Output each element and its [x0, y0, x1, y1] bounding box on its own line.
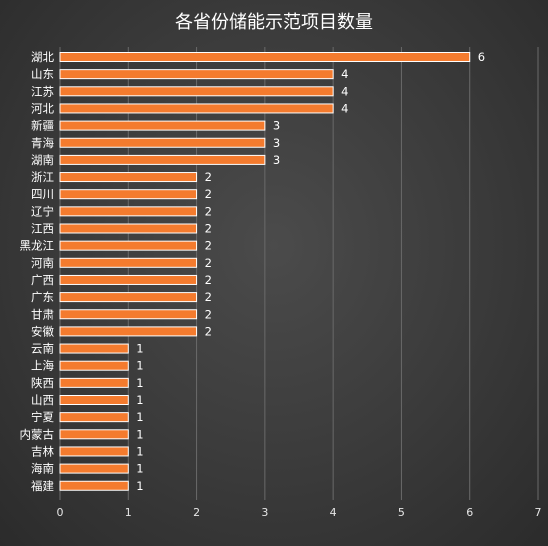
data-label: 1: [136, 462, 143, 476]
data-label: 2: [205, 273, 212, 287]
bar: [59, 343, 129, 354]
data-label: 4: [341, 84, 348, 98]
bar: [59, 137, 266, 148]
category-label: 安徽: [31, 324, 54, 338]
bars: [59, 52, 471, 491]
x-axis-ticks: 0 1 2 3 4 5 6 7: [57, 506, 542, 519]
category-label: 广西: [31, 273, 54, 287]
data-label: 1: [136, 479, 143, 493]
category-label: 陕西: [31, 376, 54, 390]
data-label: 2: [205, 222, 212, 236]
chart-title: 各省份储能示范项目数量: [175, 12, 373, 33]
bar: [59, 309, 198, 320]
bar: [59, 189, 198, 200]
bar: [59, 395, 129, 405]
x-tick-label: 2: [193, 506, 200, 519]
category-label: 吉林: [31, 444, 54, 458]
bar: [59, 463, 129, 474]
data-label: 2: [205, 239, 212, 253]
bar: [59, 412, 129, 423]
category-labels: 湖北山东江苏河北新疆青海湖南浙江四川辽宁江西黑龙江河南广西广东甘肃安徽云南上海陕…: [20, 50, 55, 493]
data-label: 3: [273, 119, 280, 133]
category-label: 黑龙江: [20, 239, 55, 253]
category-label: 福建: [31, 479, 54, 493]
x-tick-label: 5: [398, 506, 405, 519]
bar: [59, 326, 198, 337]
data-label: 1: [136, 342, 143, 356]
category-label: 甘肃: [31, 307, 54, 321]
bar: [59, 69, 334, 80]
category-label: 河北: [31, 101, 54, 115]
x-tick-label: 1: [125, 506, 132, 519]
category-label: 浙江: [31, 170, 54, 184]
bar: [59, 429, 129, 440]
bar: [59, 274, 198, 285]
category-label: 青海: [31, 136, 54, 150]
data-label: 1: [136, 427, 143, 441]
category-label: 山西: [31, 393, 54, 407]
bar: [59, 377, 129, 388]
data-label: 6: [478, 50, 485, 64]
data-label: 1: [136, 393, 143, 407]
bar: [59, 86, 334, 97]
category-label: 广东: [31, 290, 54, 304]
data-label: 1: [136, 444, 143, 458]
bar: [59, 52, 471, 62]
gridlines: [59, 47, 539, 500]
data-label: 2: [205, 324, 212, 338]
bar: [59, 446, 129, 457]
data-label: 1: [136, 376, 143, 390]
data-label: 3: [273, 153, 280, 167]
bar: [59, 360, 129, 371]
data-label: 2: [205, 256, 212, 270]
data-label: 4: [341, 101, 348, 115]
bar: [59, 257, 198, 268]
data-label: 4: [341, 67, 348, 81]
category-label: 河南: [31, 256, 54, 270]
category-label: 上海: [31, 359, 54, 373]
bar: [59, 223, 198, 234]
bar: [59, 103, 334, 114]
bar: [59, 240, 198, 251]
data-label: 1: [136, 410, 143, 424]
category-label: 江西: [31, 222, 54, 236]
category-label: 海南: [31, 462, 54, 476]
category-label: 新疆: [31, 119, 54, 133]
bar: [59, 172, 198, 183]
bar: [59, 292, 198, 303]
bar: [59, 206, 198, 217]
value-labels: 6 4 4 4 3 3 3 2 2 2 2 2 2 2 2 2 2 1 1 1 1 1 1 1 1 1: [136, 50, 485, 493]
category-label: 云南: [31, 342, 54, 356]
data-label: 2: [205, 187, 212, 201]
bar: [59, 154, 266, 165]
category-label: 湖北: [31, 50, 54, 64]
bar: [59, 480, 129, 491]
category-label: 宁夏: [31, 410, 54, 424]
category-label: 四川: [31, 187, 54, 201]
category-label: 山东: [31, 67, 54, 81]
category-label: 内蒙古: [20, 427, 55, 441]
category-label: 辽宁: [31, 204, 54, 218]
data-label: 2: [205, 290, 212, 304]
data-label: 2: [205, 307, 212, 321]
category-label: 湖南: [31, 153, 54, 167]
x-tick-label: 7: [535, 506, 542, 519]
bar: [59, 120, 266, 131]
data-label: 3: [273, 136, 280, 150]
data-label: 1: [136, 359, 143, 373]
category-label: 江苏: [31, 84, 54, 98]
x-tick-label: 4: [330, 506, 337, 519]
data-label: 2: [205, 204, 212, 218]
x-tick-label: 3: [261, 506, 268, 519]
x-tick-label: 6: [466, 506, 473, 519]
data-label: 2: [205, 170, 212, 184]
x-tick-label: 0: [57, 506, 64, 519]
